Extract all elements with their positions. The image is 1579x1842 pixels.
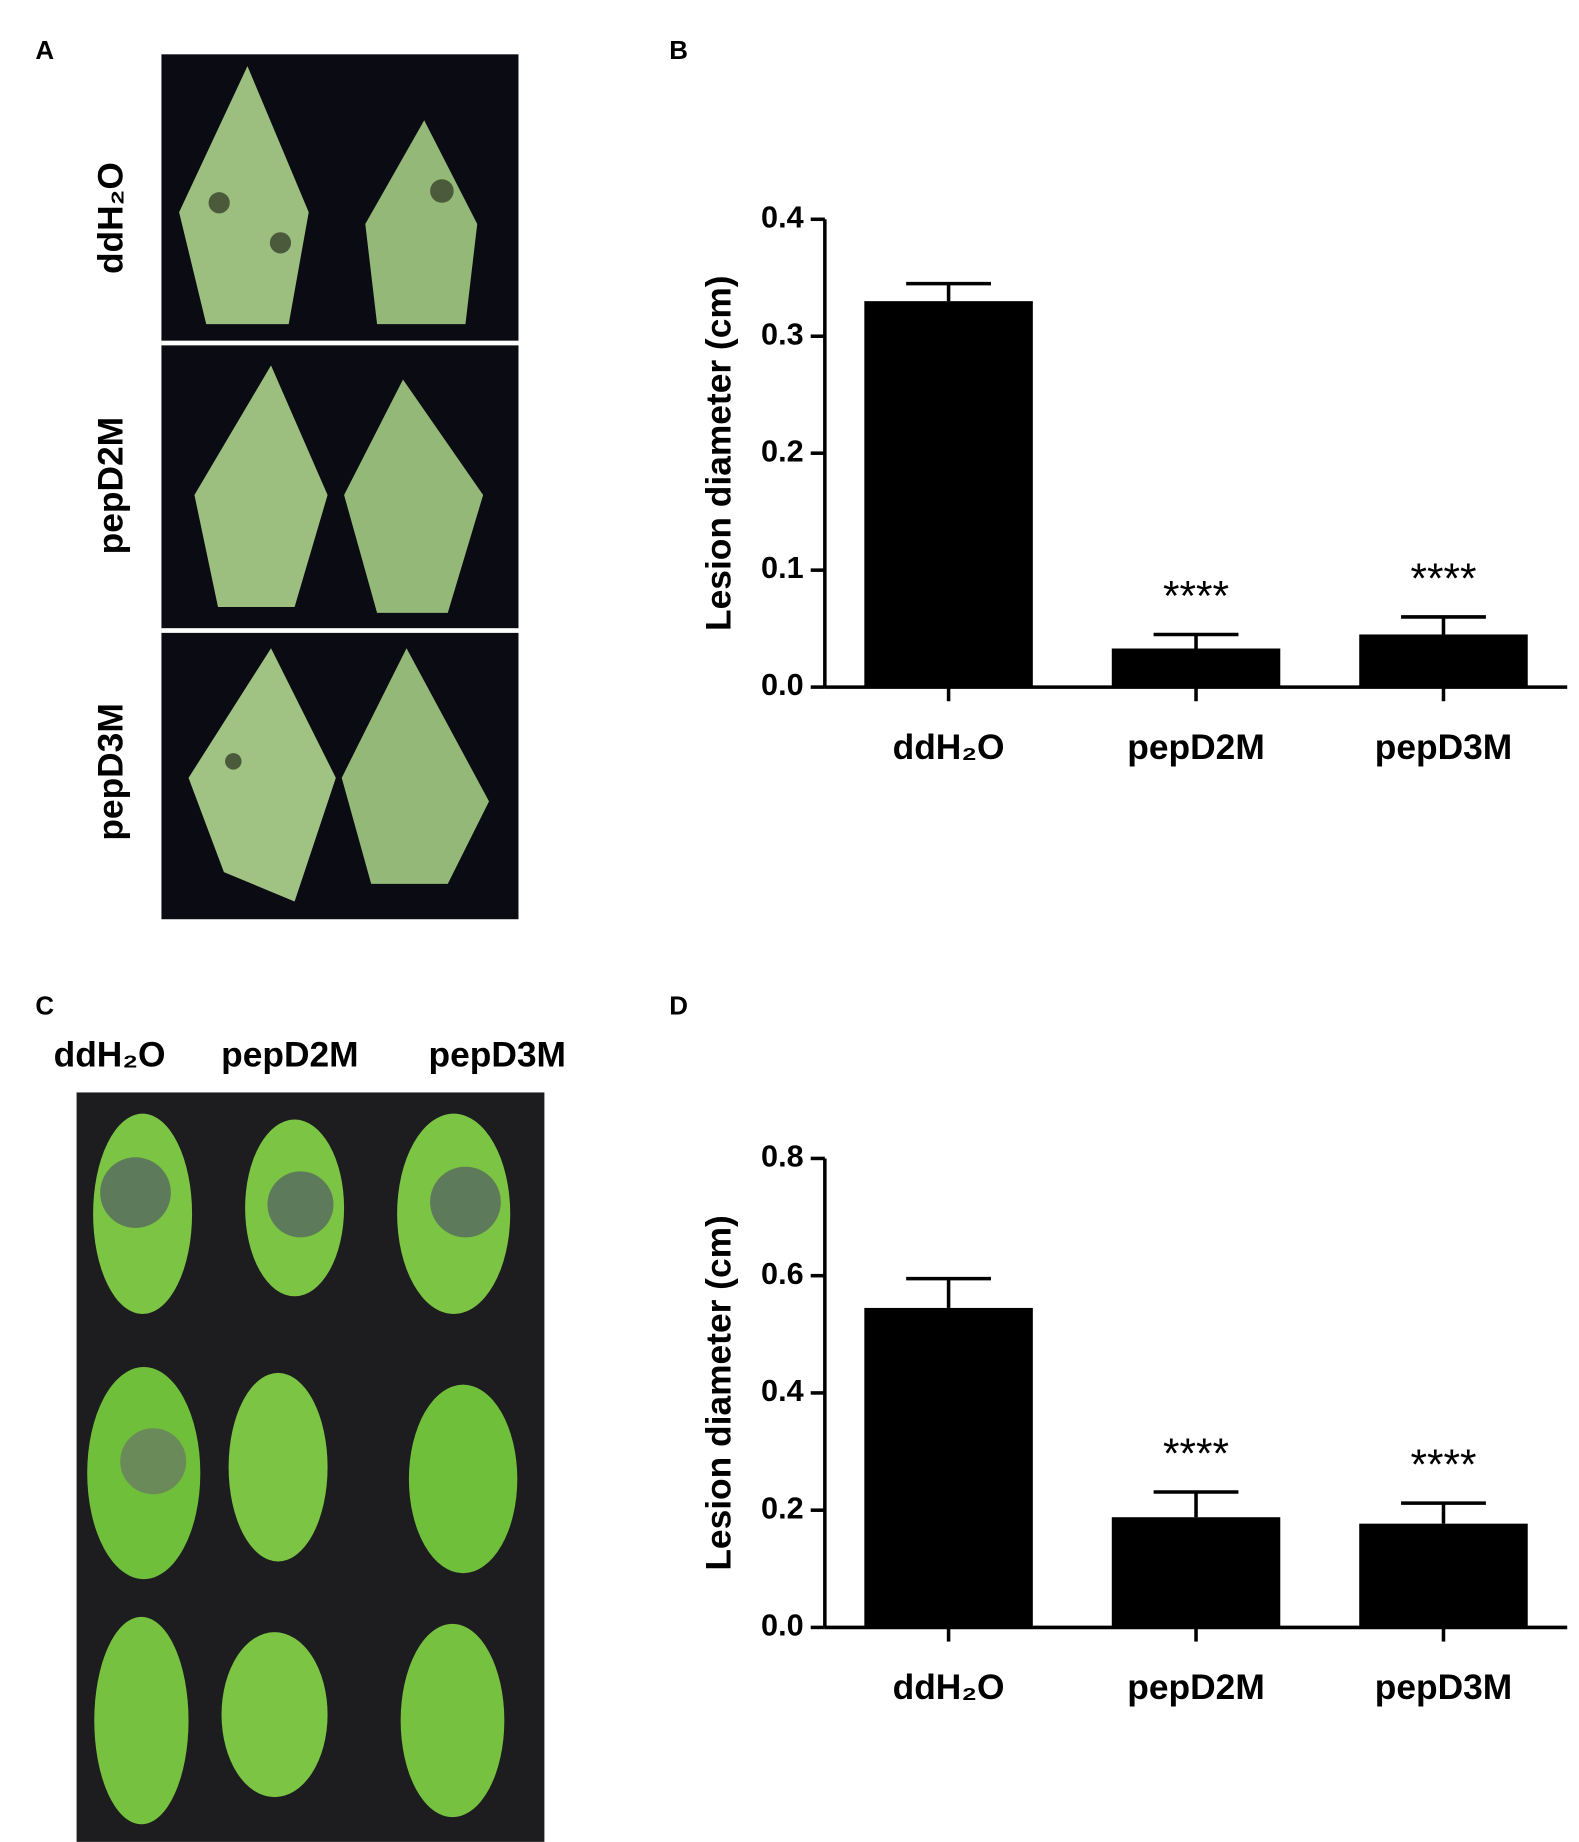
y-axis-label: Lesion diameter (cm) [699, 275, 738, 630]
y-axis-label: Lesion diameter (cm) [699, 1215, 738, 1571]
bar [1359, 1523, 1528, 1628]
significance-label: **** [1410, 555, 1476, 602]
bar [1359, 634, 1528, 688]
panel-label: D [669, 992, 688, 1020]
row-label: ddH₂O [91, 162, 130, 274]
significance-label: **** [1163, 1430, 1229, 1477]
row-label: pepD2M [91, 417, 130, 554]
panel-label: B [669, 37, 688, 65]
y-tick-label: 0.6 [761, 1257, 804, 1291]
y-tick-label: 0.0 [761, 668, 804, 702]
column-label: pepD3M [429, 1035, 566, 1074]
photo-c [76, 1092, 545, 1842]
bar [864, 1307, 1033, 1628]
panel-label: A [35, 37, 54, 65]
bar [864, 301, 1033, 688]
x-tick-label: pepD3M [1375, 728, 1512, 767]
significance-label: **** [1410, 1441, 1476, 1488]
y-tick-label: 0.0 [761, 1609, 804, 1643]
y-tick-label: 0.4 [761, 200, 804, 234]
photo-a [161, 54, 519, 920]
x-tick-label: pepD2M [1127, 1668, 1264, 1707]
y-tick-label: 0.8 [761, 1140, 804, 1174]
bar [1111, 1517, 1281, 1628]
significance-label: **** [1163, 572, 1229, 619]
column-label: ddH₂O [54, 1035, 166, 1074]
x-tick-label: ddH₂O [893, 728, 1005, 767]
bar [1111, 648, 1281, 688]
x-tick-label: pepD3M [1375, 1668, 1512, 1707]
column-label: pepD2M [221, 1035, 358, 1074]
y-tick-label: 0.2 [761, 1491, 804, 1525]
y-tick-label: 0.2 [761, 434, 804, 468]
x-tick-label: pepD2M [1127, 728, 1264, 767]
panel-label: C [35, 992, 54, 1020]
y-tick-label: 0.3 [761, 317, 804, 351]
y-tick-label: 0.1 [761, 551, 804, 585]
y-tick-label: 0.4 [761, 1374, 804, 1408]
row-label: pepD3M [91, 703, 130, 840]
x-tick-label: ddH₂O [893, 1668, 1005, 1707]
